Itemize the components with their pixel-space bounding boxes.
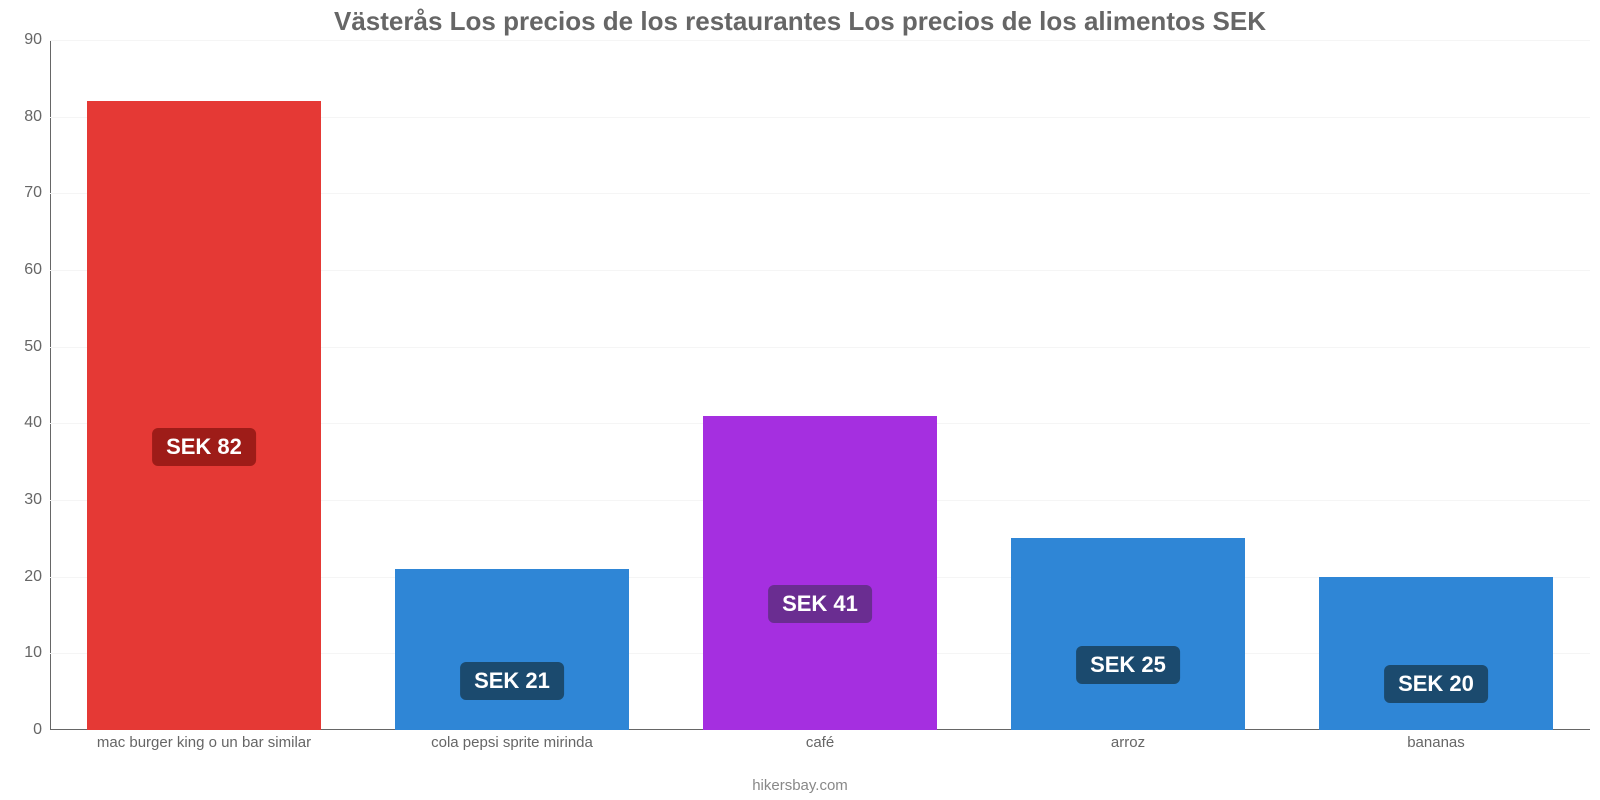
y-tick-label: 10: [10, 644, 42, 662]
y-tick-label: 40: [10, 414, 42, 432]
value-badge: SEK 82: [152, 428, 256, 466]
y-tick-label: 0: [10, 721, 42, 739]
bar: [395, 569, 629, 730]
bar: [703, 416, 937, 730]
value-badge: SEK 21: [460, 662, 564, 700]
value-badge: SEK 41: [768, 585, 872, 623]
y-tick-label: 90: [10, 31, 42, 49]
y-tick-label: 70: [10, 184, 42, 202]
bar: [87, 101, 321, 730]
y-tick-label: 80: [10, 108, 42, 126]
y-tick-label: 60: [10, 261, 42, 279]
x-axis-label: arroz: [1111, 734, 1145, 751]
y-tick-label: 20: [10, 568, 42, 586]
bar: [1011, 538, 1245, 730]
x-labels: mac burger king o un bar similar cola pep…: [50, 734, 1590, 764]
x-axis-label: cola pepsi sprite mirinda: [431, 734, 593, 751]
bar: [1319, 577, 1553, 730]
y-tick-label: 50: [10, 338, 42, 356]
x-axis-label: mac burger king o un bar similar: [97, 734, 311, 751]
value-badge: SEK 25: [1076, 646, 1180, 684]
x-axis-label: café: [806, 734, 834, 751]
value-badge: SEK 20: [1384, 665, 1488, 703]
x-axis-label: bananas: [1407, 734, 1465, 751]
chart-container: Västerås Los precios de los restaurantes…: [0, 0, 1600, 800]
y-tick-label: 30: [10, 491, 42, 509]
bars-group: [50, 40, 1590, 730]
plot-area: 0102030405060708090 SEK 82SEK 21SEK 41SE…: [50, 40, 1590, 730]
chart-title: Västerås Los precios de los restaurantes…: [0, 0, 1600, 37]
credit-text: hikersbay.com: [0, 777, 1600, 794]
